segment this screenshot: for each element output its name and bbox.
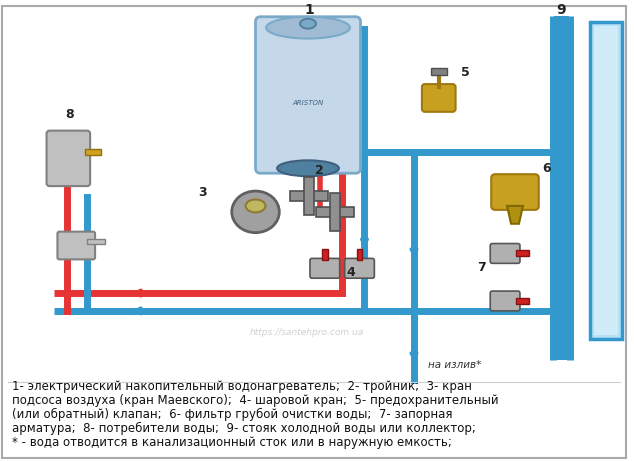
- Bar: [594, 26, 618, 335]
- Bar: [330, 193, 340, 230]
- Text: подсоса воздуха (кран Маевского);  4- шаровой кран;  5- предохранительный: подсоса воздуха (кран Маевского); 4- шар…: [12, 394, 498, 407]
- FancyBboxPatch shape: [491, 174, 539, 210]
- FancyBboxPatch shape: [345, 259, 374, 278]
- FancyBboxPatch shape: [310, 259, 340, 278]
- Bar: [590, 22, 622, 339]
- Text: на излив*: на излив*: [428, 361, 481, 370]
- Bar: [87, 239, 105, 243]
- Text: 1: 1: [304, 3, 314, 17]
- Bar: [553, 16, 569, 361]
- FancyBboxPatch shape: [490, 291, 520, 311]
- Text: https://santehpro.com.ua: https://santehpro.com.ua: [250, 328, 364, 337]
- Text: 3: 3: [198, 186, 207, 199]
- Text: 4: 4: [347, 266, 356, 279]
- Bar: [85, 149, 101, 155]
- Ellipse shape: [232, 191, 280, 233]
- Text: * - вода отводится в канализационный сток или в наружную емкость;: * - вода отводится в канализационный сто…: [12, 437, 452, 449]
- FancyBboxPatch shape: [58, 232, 95, 260]
- Text: 5: 5: [460, 66, 469, 79]
- Ellipse shape: [277, 160, 339, 176]
- FancyBboxPatch shape: [46, 130, 90, 186]
- Text: 1- электрический накопительный водонагреватель;  2- тройник;  3- кран: 1- электрический накопительный водонагре…: [12, 380, 472, 393]
- Bar: [356, 249, 363, 260]
- Bar: [316, 207, 354, 217]
- FancyBboxPatch shape: [422, 84, 456, 112]
- Text: 8: 8: [65, 108, 74, 121]
- Ellipse shape: [300, 19, 316, 29]
- Text: 9: 9: [557, 3, 566, 17]
- Bar: [516, 298, 529, 304]
- Bar: [322, 249, 328, 260]
- Bar: [304, 177, 314, 215]
- Text: (или обратный) клапан;  6- фильтр грубой очистки воды;  7- запорная: (или обратный) клапан; 6- фильтр грубой …: [12, 408, 453, 421]
- Text: ARISTON: ARISTON: [292, 100, 323, 106]
- FancyBboxPatch shape: [2, 6, 626, 458]
- Ellipse shape: [266, 17, 350, 39]
- Bar: [290, 191, 328, 201]
- Text: 6: 6: [543, 162, 552, 175]
- Text: 2: 2: [315, 164, 324, 177]
- Ellipse shape: [245, 200, 266, 213]
- Text: арматура;  8- потребители воды;  9- стояк холодной воды или коллектор;: арматура; 8- потребители воды; 9- стояк …: [12, 422, 476, 435]
- Bar: [431, 68, 447, 75]
- Polygon shape: [507, 206, 523, 224]
- Bar: [516, 250, 529, 256]
- FancyBboxPatch shape: [256, 17, 361, 173]
- FancyBboxPatch shape: [490, 243, 520, 263]
- Text: 7: 7: [477, 261, 486, 274]
